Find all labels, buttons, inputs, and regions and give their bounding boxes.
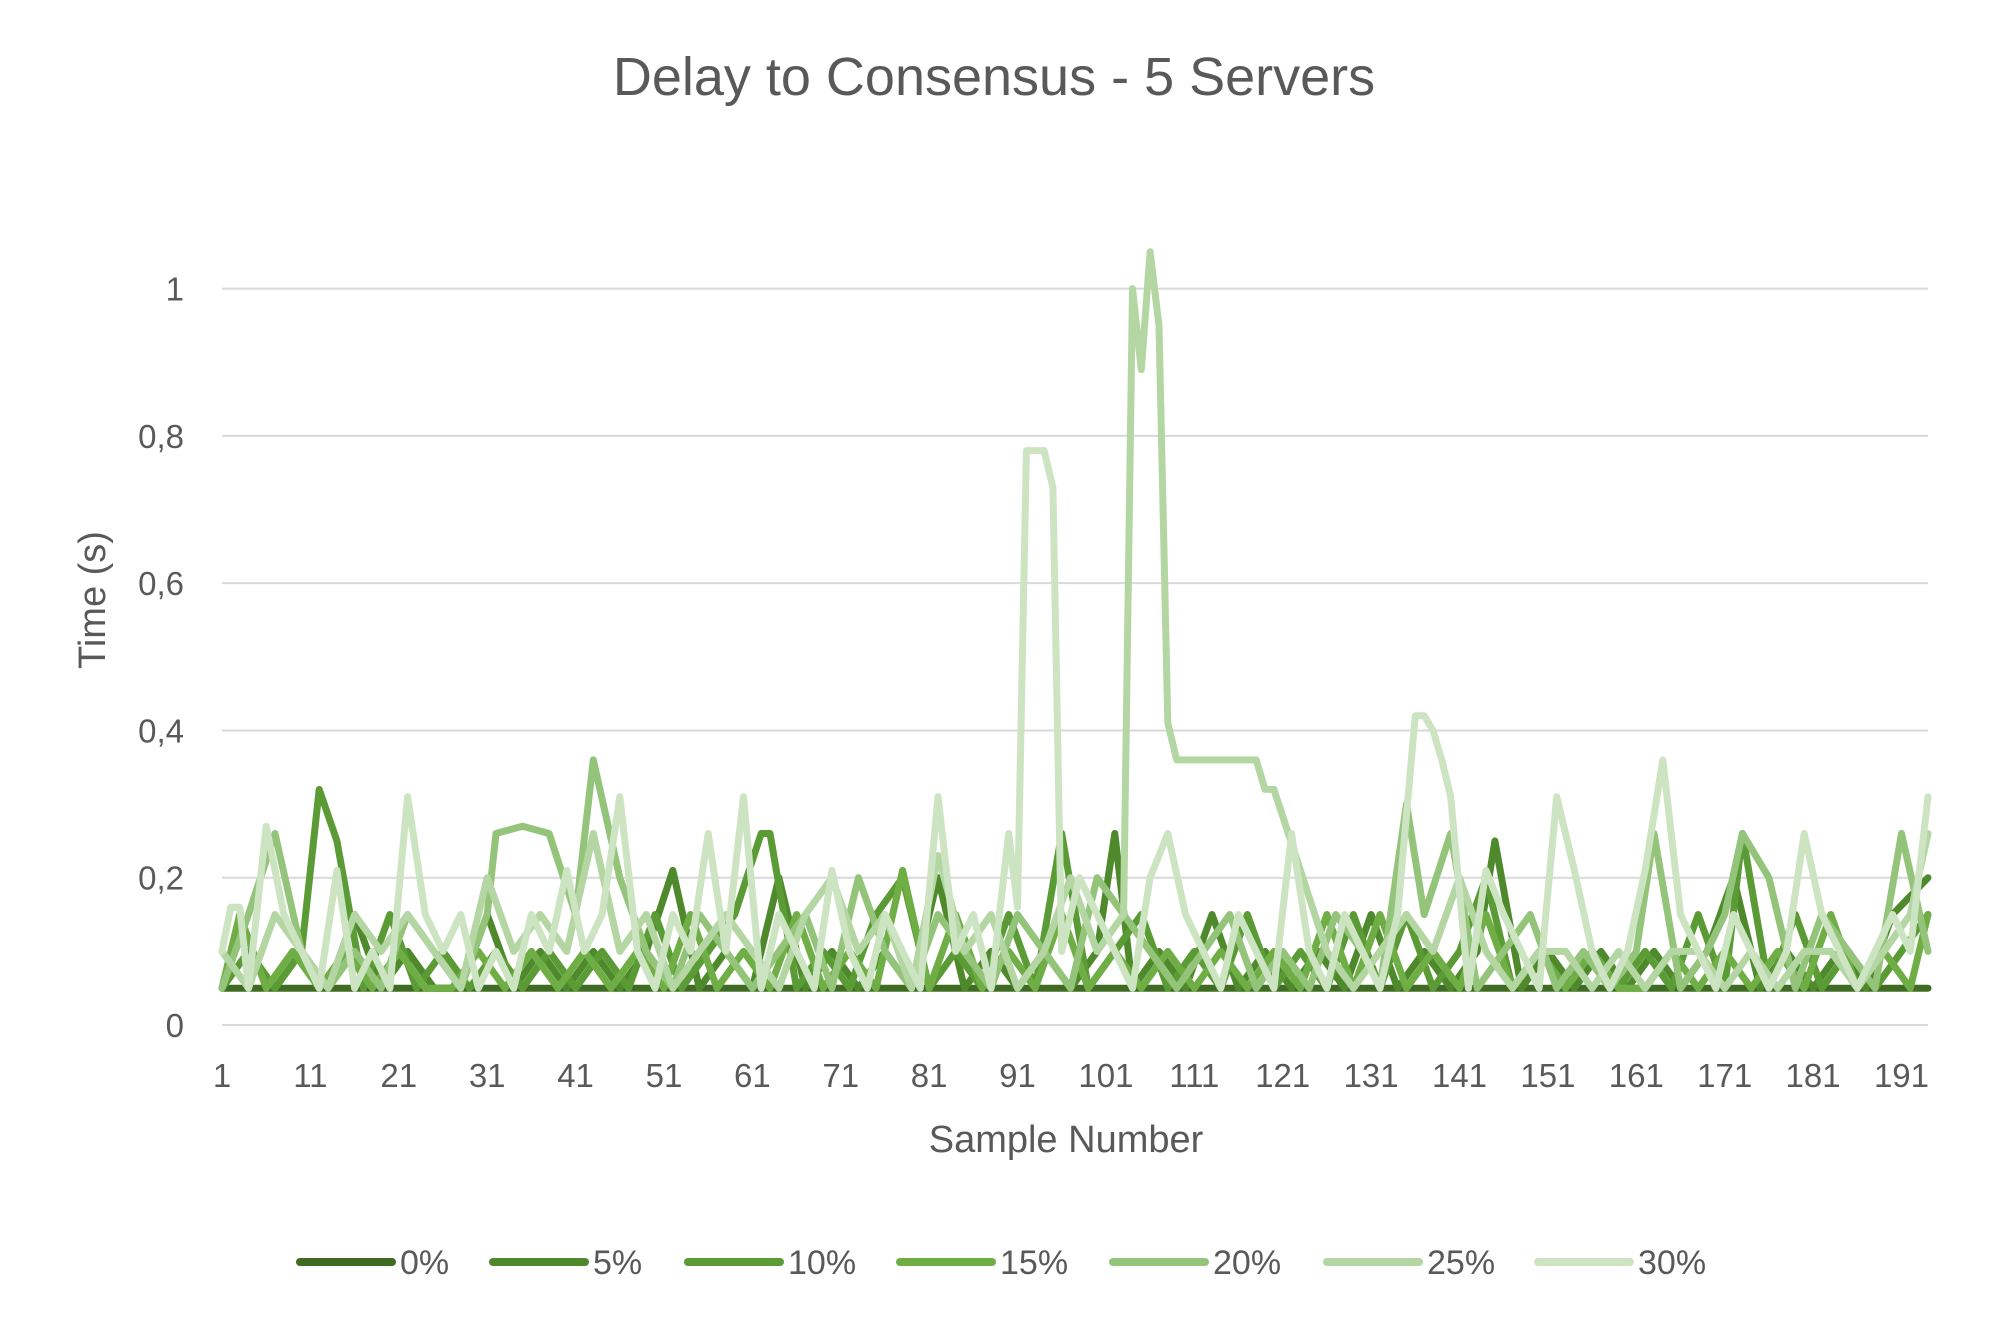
- y-tick-label: 0,2: [138, 860, 184, 897]
- x-axis-label: Sample Number: [929, 1119, 1204, 1161]
- x-tick-label: 51: [646, 1057, 683, 1094]
- x-tick-label: 111: [1169, 1057, 1219, 1094]
- x-tick-label: 11: [293, 1057, 327, 1094]
- legend-item-15pct: 15%: [896, 1244, 1068, 1282]
- x-tick-label: 191: [1874, 1057, 1929, 1094]
- x-tick-label: 81: [911, 1057, 948, 1094]
- x-tick-label: 161: [1609, 1057, 1664, 1094]
- legend: 0% 5% 10% 15% 20% 25% 30%: [296, 1244, 1706, 1282]
- x-tick-label: 31: [469, 1057, 506, 1094]
- y-tick-label: 1: [166, 271, 184, 308]
- legend-item-20pct: 20%: [1109, 1244, 1281, 1282]
- gridlines: [222, 287, 1928, 1026]
- x-tick-label: 1: [213, 1057, 231, 1094]
- x-tick-label: 21: [380, 1057, 417, 1094]
- x-tick-label: 101: [1078, 1057, 1133, 1094]
- y-tick-label: 0,6: [138, 565, 184, 602]
- x-tick-label: 41: [557, 1057, 594, 1094]
- y-axis-label: Time (s): [72, 531, 114, 669]
- x-tick-label: 61: [734, 1057, 771, 1094]
- chart-title: Delay to Consensus - 5 Servers: [613, 47, 1375, 107]
- series-line-30pct: [218, 447, 1932, 992]
- legend-label: 5%: [593, 1244, 642, 1282]
- series-lines: [218, 248, 1932, 992]
- legend-label: 25%: [1427, 1244, 1495, 1282]
- legend-label: 10%: [788, 1244, 856, 1282]
- x-tick-label: 151: [1520, 1057, 1575, 1094]
- x-tick-label: 171: [1697, 1057, 1752, 1094]
- y-axis-ticks: 0 0,2 0,4 0,6 0,8 1: [138, 271, 184, 1044]
- x-tick-label: 141: [1432, 1057, 1487, 1094]
- x-tick-label: 121: [1255, 1057, 1310, 1094]
- legend-label: 30%: [1638, 1244, 1706, 1282]
- x-tick-label: 181: [1786, 1057, 1841, 1094]
- y-tick-label: 0,4: [138, 712, 184, 749]
- legend-item-10pct: 10%: [684, 1244, 856, 1282]
- legend-item-25pct: 25%: [1323, 1244, 1495, 1282]
- y-tick-label: 0: [166, 1007, 184, 1044]
- legend-label: 15%: [1000, 1244, 1068, 1282]
- y-tick-label: 0,8: [138, 418, 184, 455]
- x-tick-label: 91: [999, 1057, 1036, 1094]
- x-axis-ticks: 1 11 21 31 41 51 61 71 81 91 101 111 121 131 141 151 161…: [213, 1057, 1929, 1094]
- legend-item-30pct: 30%: [1534, 1244, 1706, 1282]
- legend-item-0pct: 0%: [296, 1244, 449, 1282]
- x-tick-label: 131: [1344, 1057, 1399, 1094]
- legend-item-5pct: 5%: [489, 1244, 642, 1282]
- x-tick-label: 71: [822, 1057, 859, 1094]
- legend-label: 0%: [400, 1244, 449, 1282]
- legend-label: 20%: [1213, 1244, 1281, 1282]
